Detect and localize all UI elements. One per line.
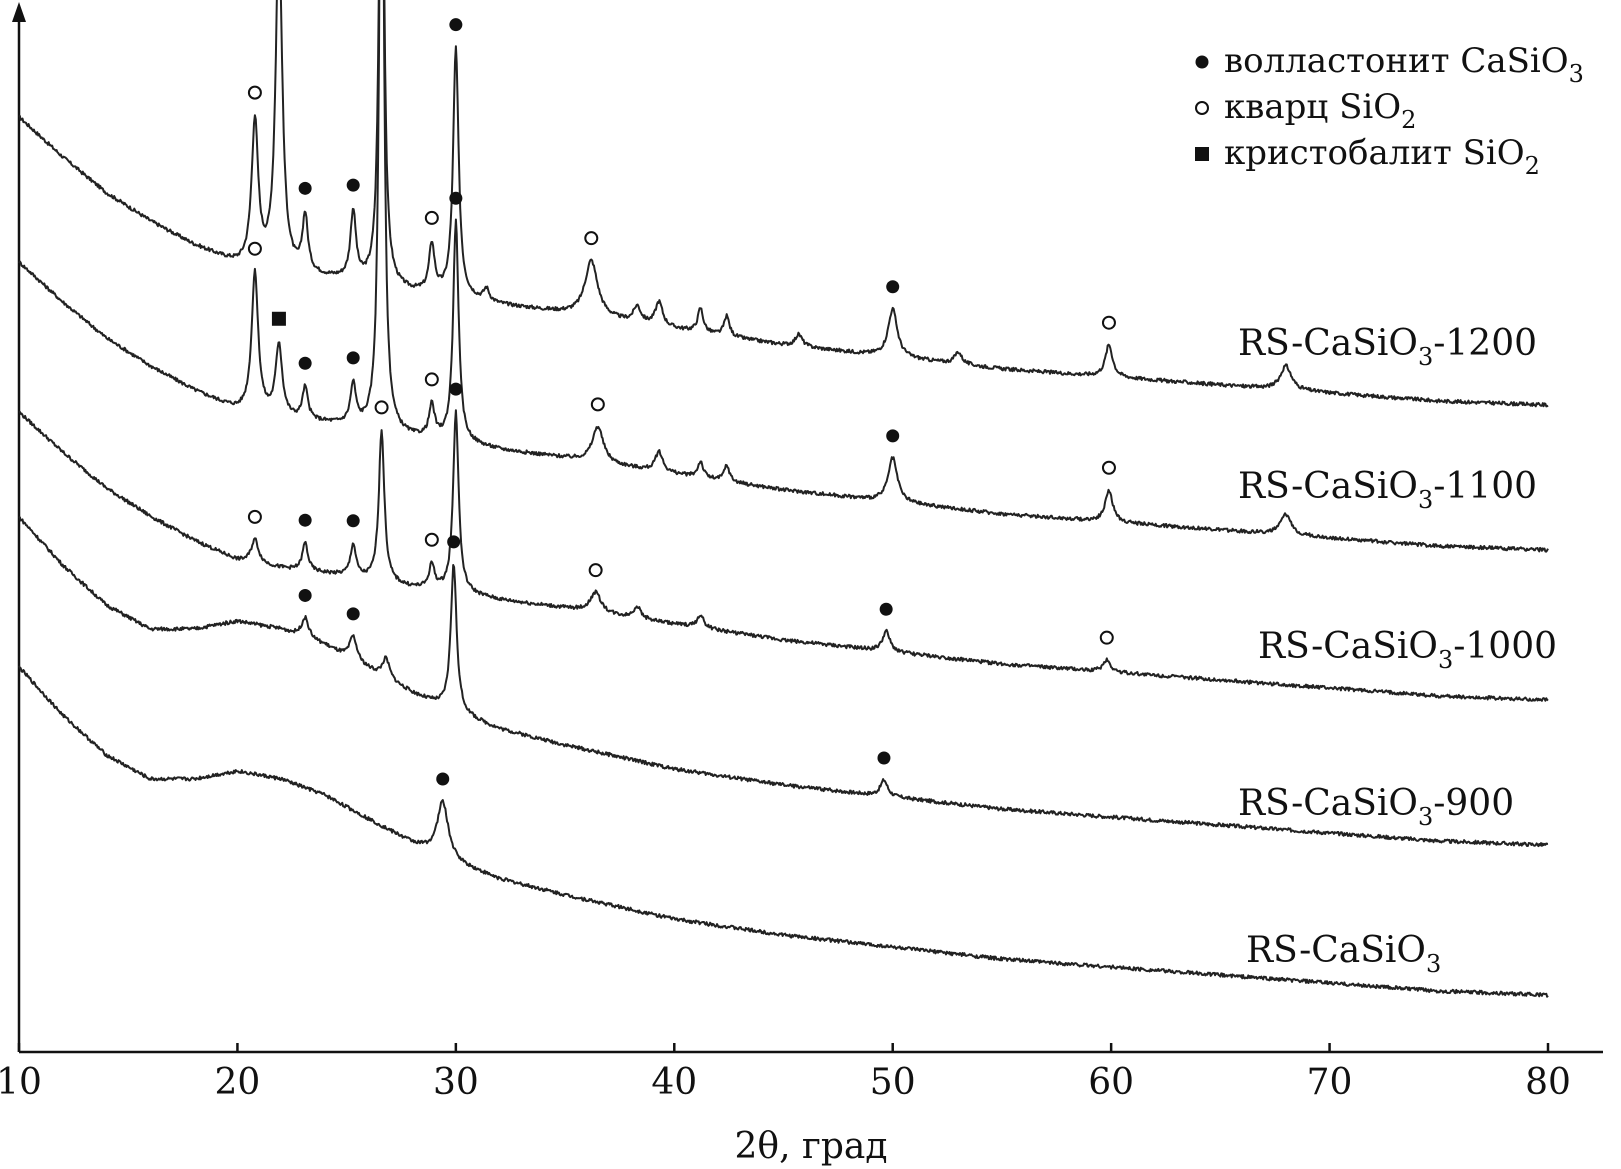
trace-RS-CaSiO3-1200	[18, 0, 1549, 408]
legend-sub: 2	[1525, 152, 1540, 180]
peak-marker-filled-circle	[346, 178, 360, 192]
legend-formula: SiO	[1463, 133, 1525, 173]
series-label-main: RS-CaSiO	[1258, 626, 1438, 667]
series-label: RS-CaSiO3-900	[1238, 783, 1514, 831]
series-layer	[18, 0, 1549, 998]
peak-marker-filled-circle	[877, 751, 891, 765]
plot-axes	[12, 2, 1603, 1054]
peak-marker-open-circle	[374, 400, 389, 415]
series-label: RS-CaSiO3	[1246, 930, 1441, 978]
series-label-main: RS-CaSiO	[1238, 466, 1418, 507]
series-label-sub: 3	[1418, 343, 1433, 371]
legend-name: волластонит	[1224, 41, 1460, 81]
peak-marker-open-circle	[424, 532, 439, 547]
series-label-tail: -1200	[1433, 323, 1537, 364]
series-label-main: RS-CaSiO	[1238, 783, 1418, 824]
legend-marker-filled-circle	[1195, 55, 1209, 69]
peak-marker-filled-circle	[449, 382, 463, 396]
series-label: RS-CaSiO3-1000	[1258, 626, 1557, 674]
legend-marker-open-circle	[1195, 101, 1209, 115]
series-label-tail: -900	[1433, 783, 1514, 824]
legend-formula: SiO	[1339, 87, 1401, 127]
legend-name: кварц	[1224, 87, 1339, 127]
x-tick-label: 60	[1088, 1062, 1134, 1103]
peak-marker-filled-circle	[298, 356, 312, 370]
legend-name: кристобалит	[1224, 133, 1463, 173]
peak-marker-open-circle	[247, 241, 262, 256]
peak-marker-open-circle	[1101, 460, 1116, 475]
peak-marker-filled-circle	[449, 191, 463, 205]
peak-marker-open-circle	[247, 85, 262, 100]
x-tick-label: 20	[215, 1062, 261, 1103]
legend-entry: кристобалит SiO2	[1224, 133, 1540, 180]
marker-layer	[247, 18, 1116, 786]
peak-marker-open-circle	[588, 563, 603, 578]
x-ticks: 10 20 30 40 50 60 70 80	[0, 1043, 1571, 1103]
peak-marker-open-circle	[424, 210, 439, 225]
peak-marker-filled-circle	[436, 772, 450, 786]
peak-marker-open-circle	[1099, 630, 1114, 645]
peak-marker-filled-circle	[447, 535, 461, 549]
trace-RS-CaSiO3	[18, 665, 1549, 998]
trace-RS-CaSiO3-1100	[18, 0, 1549, 553]
peak-marker-filled-circle	[298, 513, 312, 527]
series-label-sub: 3	[1438, 646, 1453, 674]
x-axis-title: 2θ, град	[735, 1126, 888, 1167]
legend-sub: 3	[1569, 60, 1584, 88]
trace-RS-CaSiO3-1000	[18, 409, 1549, 702]
peak-marker-open-circle	[584, 231, 599, 246]
x-tick-label: 30	[433, 1062, 479, 1103]
peak-marker-filled-circle	[346, 514, 360, 528]
y-axis-arrow	[12, 2, 26, 22]
series-label: RS-CaSiO3-1200	[1238, 323, 1537, 371]
peak-marker-filled-circle	[886, 429, 900, 443]
series-label-sub: 3	[1418, 803, 1433, 831]
peak-marker-filled-circle	[449, 18, 463, 32]
peak-marker-filled-square	[271, 311, 286, 326]
peak-marker-filled-circle	[346, 351, 360, 365]
series-label-tail: -1100	[1433, 466, 1537, 507]
legend-sub: 2	[1401, 106, 1416, 134]
peak-marker-filled-circle	[346, 607, 360, 621]
peak-marker-filled-circle	[298, 181, 312, 195]
label-layer: RS-CaSiO3-1200RS-CaSiO3-1100RS-CaSiO3-10…	[1238, 323, 1557, 978]
x-tick-label: 80	[1525, 1062, 1571, 1103]
peak-marker-filled-circle	[879, 602, 893, 616]
trace-RS-CaSiO3-900	[18, 515, 1549, 848]
peak-marker-filled-circle	[298, 588, 312, 602]
series-label: RS-CaSiO3-1100	[1238, 466, 1537, 514]
x-tick-label: 40	[651, 1062, 697, 1103]
peak-marker-open-circle	[1101, 315, 1116, 330]
peak-marker-open-circle	[247, 509, 262, 524]
x-tick-label: 10	[0, 1062, 42, 1103]
x-tick-label: 50	[870, 1062, 916, 1103]
peak-marker-open-circle	[424, 372, 439, 387]
peak-marker-open-circle	[590, 397, 605, 412]
series-label-sub: 3	[1426, 950, 1441, 978]
series-label-main: RS-CaSiO	[1246, 930, 1426, 971]
legend-entry: кварц SiO2	[1224, 87, 1416, 134]
legend-marker-filled-square	[1195, 147, 1209, 161]
legend-entry: волластонит CaSiO3	[1224, 41, 1584, 88]
series-label-tail: -1000	[1453, 626, 1557, 667]
series-label-sub: 3	[1418, 486, 1433, 514]
series-label-main: RS-CaSiO	[1238, 323, 1418, 364]
legend-formula: CaSiO	[1460, 41, 1568, 81]
peak-marker-filled-circle	[886, 280, 900, 294]
x-tick-label: 70	[1307, 1062, 1353, 1103]
